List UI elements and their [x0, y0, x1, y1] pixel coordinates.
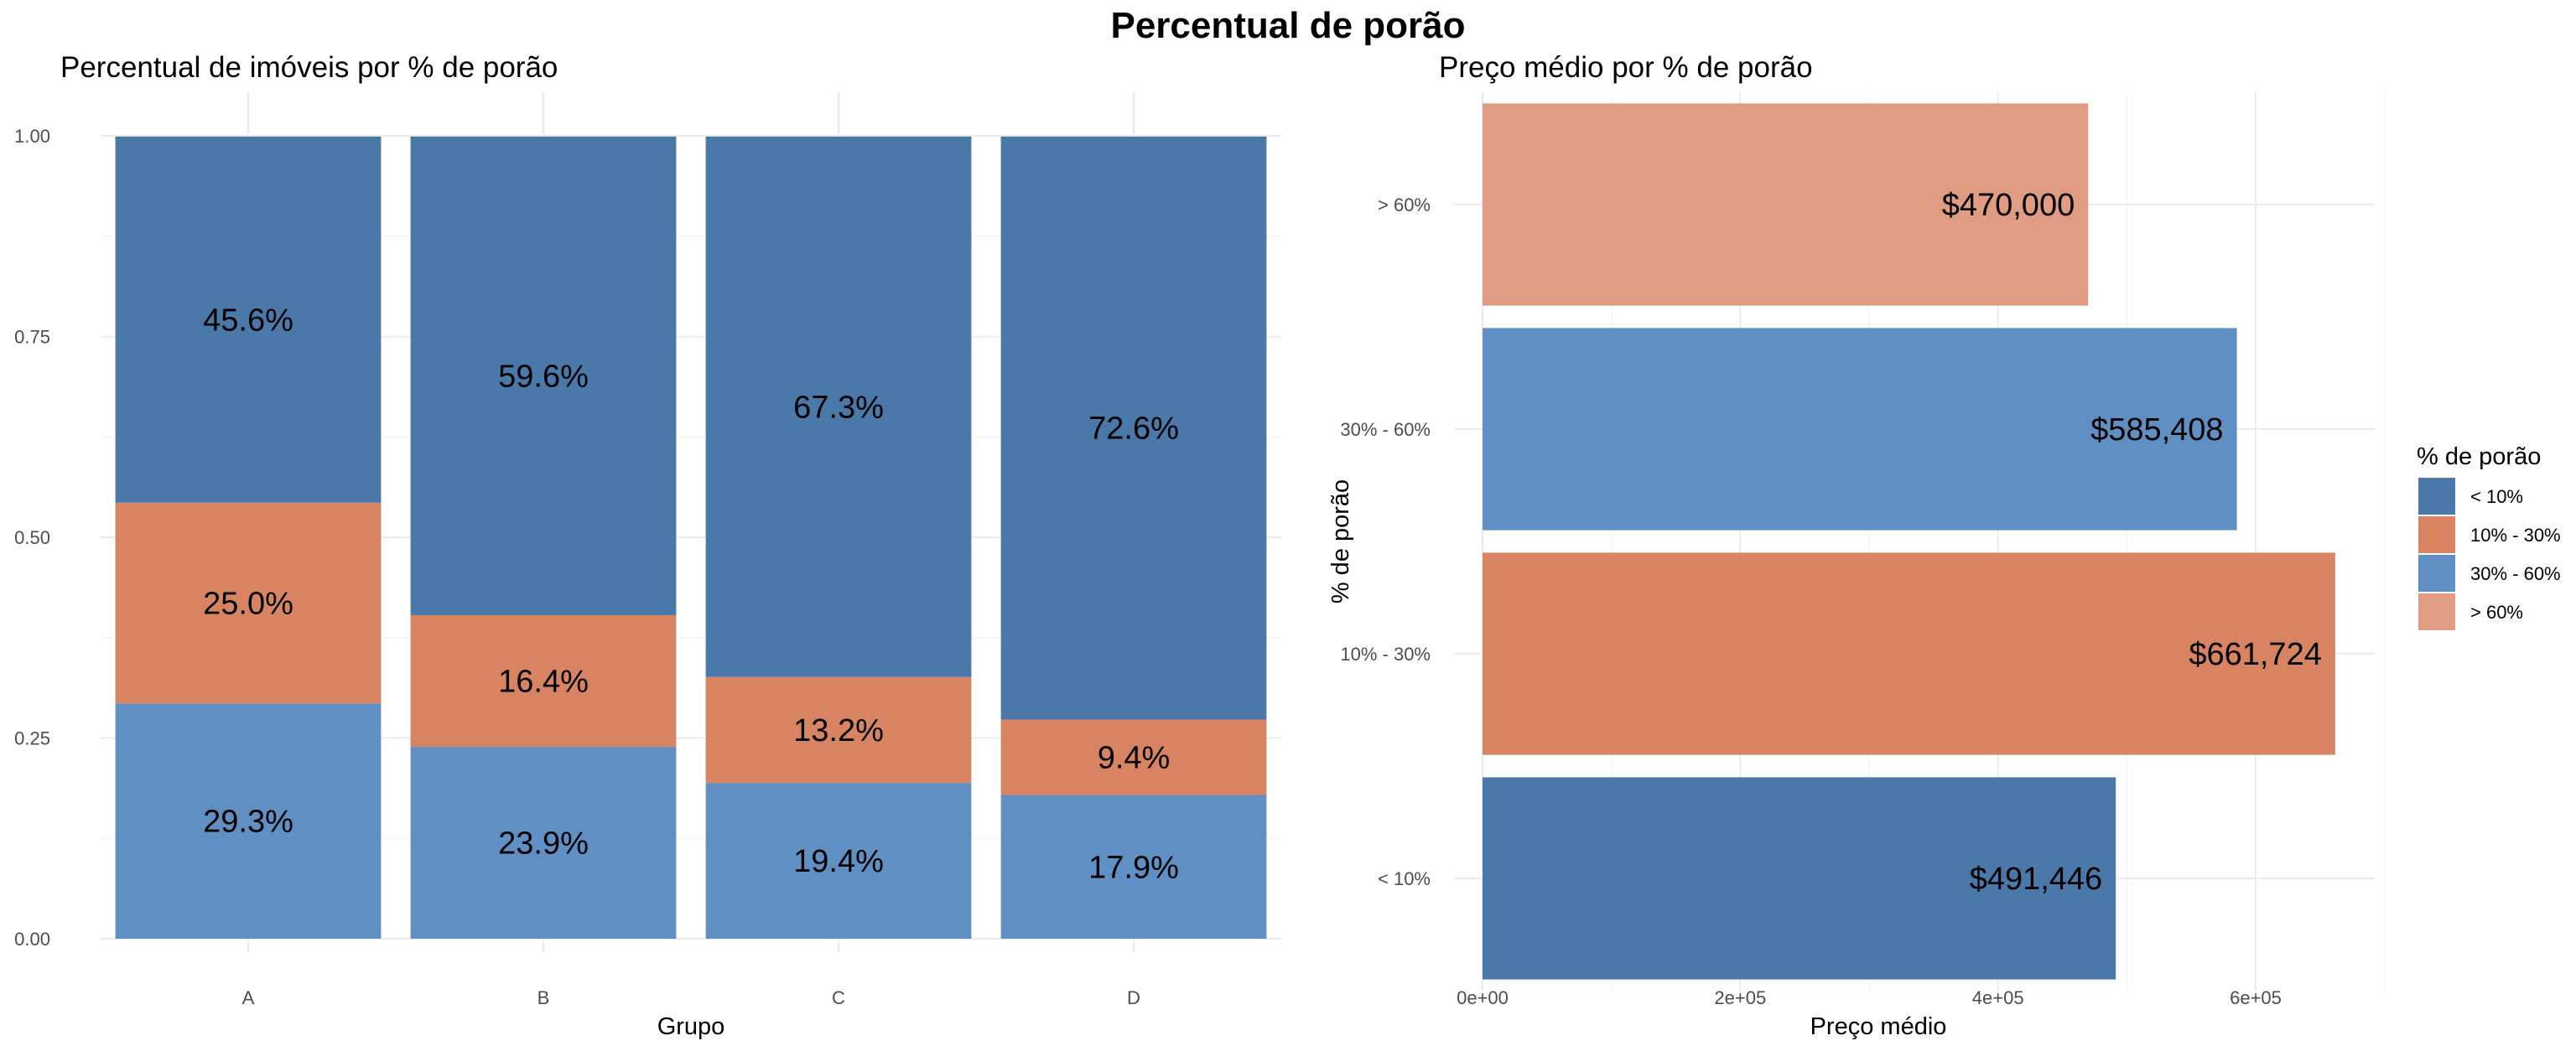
x-axis-title: Grupo — [657, 1013, 725, 1040]
right-panel-title: Preço médio por % de porão — [1439, 51, 1813, 84]
legend-label: 10% - 30% — [2470, 525, 2561, 546]
x-tick-label: 0e+00 — [1457, 987, 1509, 1008]
bar-p10_30 — [1483, 552, 2335, 755]
data-label: 45.6% — [203, 303, 293, 338]
bar-segment-C-lt10 — [705, 136, 972, 677]
legend-swatch-p30_60 — [2418, 555, 2455, 592]
bar-segment-A-p30_60 — [115, 703, 382, 939]
x-tick-label: 6e+05 — [2230, 987, 2282, 1008]
data-label: 25.0% — [203, 587, 293, 622]
left-panel-title: Percentual de imóveis por % de porão — [60, 51, 558, 84]
bar-segment-A-p10_30 — [115, 502, 382, 704]
bar-segment-C-p10_30 — [705, 676, 972, 784]
bar-segment-D-p30_60 — [1000, 795, 1267, 939]
data-label: 19.4% — [793, 844, 884, 879]
legend-swatch-lt10 — [2418, 478, 2455, 515]
y-tick-label: 0.75 — [14, 327, 50, 348]
bar-p30_60 — [1483, 328, 2237, 531]
legend-title: % de porão — [2417, 443, 2541, 470]
y-tick-label: < 10% — [1378, 868, 1431, 889]
y-tick-label: 30% - 60% — [1340, 419, 1431, 440]
data-label: $661,724 — [2189, 637, 2322, 672]
chart-main-title: Percentual de porão — [1110, 5, 1466, 46]
bar-lt10 — [1483, 777, 2116, 980]
legend-label: < 10% — [2470, 486, 2523, 507]
bar-segment-B-p30_60 — [410, 747, 677, 939]
data-label: 16.4% — [498, 664, 589, 699]
bar-segment-B-lt10 — [410, 136, 677, 615]
y-tick-label: > 60% — [1378, 194, 1431, 215]
data-label: 67.3% — [793, 390, 884, 425]
y-tick-label: 0.50 — [14, 527, 50, 548]
legend-label: 30% - 60% — [2470, 563, 2561, 584]
y-axis-title: % de porão — [1327, 479, 1354, 603]
data-label: $585,408 — [2090, 412, 2224, 448]
x-tick-label: A — [242, 987, 255, 1008]
x-tick-label: C — [832, 987, 845, 1008]
legend-swatch-p10_30 — [2418, 516, 2455, 553]
y-tick-label: 10% - 30% — [1340, 644, 1431, 665]
data-label: 23.9% — [498, 826, 589, 862]
x-tick-label: D — [1127, 987, 1140, 1008]
x-tick-label: 2e+05 — [1714, 987, 1766, 1008]
bar-gt60 — [1483, 103, 2089, 306]
bar-segment-D-p10_30 — [1000, 719, 1267, 795]
data-label: 9.4% — [1098, 740, 1171, 775]
x-tick-label: B — [538, 987, 550, 1008]
y-tick-label: 0.00 — [14, 929, 50, 950]
horizontal-bar-chart-panel: Preço médio por % de porão 0e+00 2e+05 4e+0… — [1327, 51, 2561, 1040]
legend-swatch-gt60 — [2418, 593, 2455, 630]
y-tick-label: 0.25 — [14, 728, 50, 749]
x-tick-label: 4e+05 — [1972, 987, 2024, 1008]
bar-segment-A-lt10 — [115, 136, 382, 503]
stacked-bar-chart-panel: Percentual de imóveis por % de porão 0.00… — [14, 51, 1281, 1040]
data-label: $470,000 — [1942, 188, 2075, 223]
bar-segment-D-lt10 — [1000, 136, 1267, 720]
data-label: $491,446 — [1970, 862, 2103, 897]
data-label: 13.2% — [793, 713, 884, 748]
y-tick-label: 1.00 — [14, 126, 50, 147]
data-label: 29.3% — [203, 805, 293, 840]
x-axis-title: Preço médio — [1810, 1013, 1947, 1040]
bar-segment-C-p30_60 — [705, 783, 972, 939]
data-label: 72.6% — [1088, 412, 1179, 447]
data-label: 17.9% — [1088, 850, 1179, 885]
legend-label: > 60% — [2470, 602, 2523, 623]
bar-segment-B-p10_30 — [410, 614, 677, 748]
data-label: 59.6% — [498, 359, 589, 394]
